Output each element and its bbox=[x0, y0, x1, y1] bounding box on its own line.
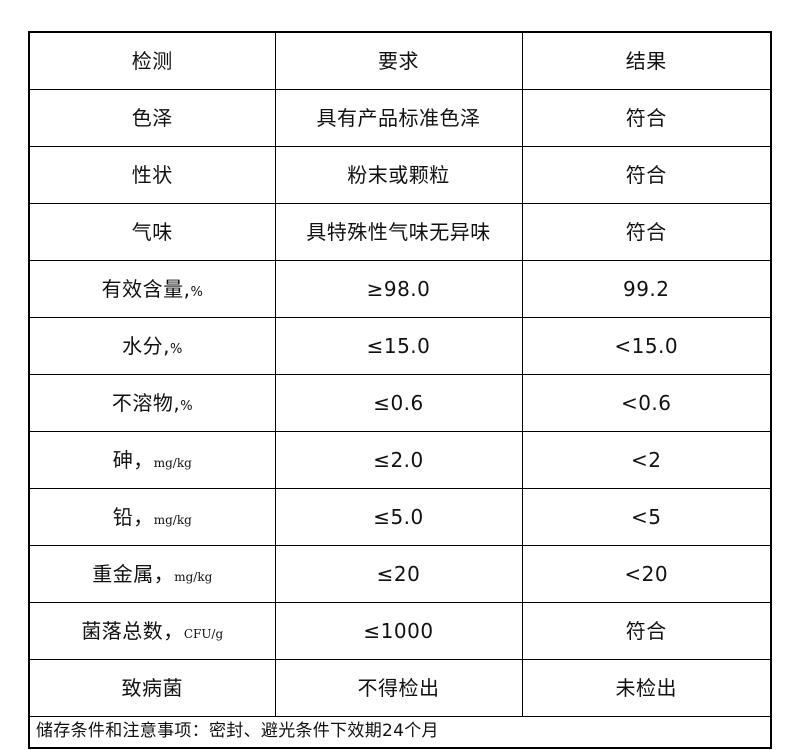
result-cell: <5 bbox=[521, 488, 772, 546]
storage-note-row: 储存条件和注意事项：密封、避光条件下效期24个月 bbox=[28, 716, 772, 749]
requirement-cell: 不得检出 bbox=[274, 659, 523, 717]
item-name-cell: 水分,% bbox=[28, 317, 276, 375]
result-cell: <15.0 bbox=[521, 317, 772, 375]
requirement-cell: ≤2.0 bbox=[274, 431, 523, 489]
item-label: 铅， bbox=[112, 504, 154, 529]
item-unit: CFU/g bbox=[183, 626, 224, 641]
item-name-cell: 性状 bbox=[28, 146, 276, 204]
item-label: 菌落总数， bbox=[81, 618, 184, 643]
table-row: 不溶物,% ≤0.6 <0.6 bbox=[28, 374, 772, 432]
table-header-row: 检测 要求 结果 bbox=[28, 31, 772, 90]
requirement-cell: ≤15.0 bbox=[274, 317, 523, 375]
result-cell: <2 bbox=[521, 431, 772, 489]
item-unit: mg/kg bbox=[153, 512, 192, 527]
item-name-cell: 有效含量,% bbox=[28, 260, 276, 318]
table-row: 砷，mg/kg ≤2.0 <2 bbox=[28, 431, 772, 489]
result-cell: <0.6 bbox=[521, 374, 772, 432]
column-header-2: 要求 bbox=[274, 31, 523, 90]
item-name-cell: 铅，mg/kg bbox=[28, 488, 276, 546]
requirement-cell: ≤5.0 bbox=[274, 488, 523, 546]
item-label: 有效含量, bbox=[101, 276, 191, 301]
requirement-cell: 粉末或颗粒 bbox=[274, 146, 523, 204]
table-row: 色泽 具有产品标准色泽 符合 bbox=[28, 89, 772, 147]
column-header-3: 结果 bbox=[521, 31, 772, 90]
item-name-cell: 砷，mg/kg bbox=[28, 431, 276, 489]
column-header-1: 检测 bbox=[28, 31, 276, 90]
requirement-cell: 具特殊性气味无异味 bbox=[274, 203, 523, 261]
item-unit: % bbox=[180, 398, 193, 414]
item-label: 重金属， bbox=[92, 561, 175, 586]
result-cell: 未检出 bbox=[521, 659, 772, 717]
requirement-cell: ≥98.0 bbox=[274, 260, 523, 318]
table-row: 致病菌 不得检出 未检出 bbox=[28, 659, 772, 717]
result-cell: <20 bbox=[521, 545, 772, 603]
table-row: 有效含量,% ≥98.0 99.2 bbox=[28, 260, 772, 318]
table-row: 铅，mg/kg ≤5.0 <5 bbox=[28, 488, 772, 546]
requirement-cell: ≤1000 bbox=[274, 602, 523, 660]
table-row: 重金属，mg/kg ≤20 <20 bbox=[28, 545, 772, 603]
result-cell: 符合 bbox=[521, 602, 772, 660]
item-unit: % bbox=[170, 341, 183, 357]
item-label: 色泽 bbox=[131, 105, 173, 130]
item-label: 性状 bbox=[131, 162, 173, 187]
item-label: 致病菌 bbox=[121, 675, 183, 700]
item-name-cell: 重金属，mg/kg bbox=[28, 545, 276, 603]
item-name-cell: 菌落总数，CFU/g bbox=[28, 602, 276, 660]
item-label: 砷， bbox=[112, 447, 154, 472]
result-cell: 99.2 bbox=[521, 260, 772, 318]
item-unit: % bbox=[190, 284, 203, 300]
item-label: 气味 bbox=[131, 219, 173, 244]
item-name-cell: 不溶物,% bbox=[28, 374, 276, 432]
item-label: 不溶物, bbox=[111, 390, 181, 415]
result-cell: 符合 bbox=[521, 146, 772, 204]
item-name-cell: 气味 bbox=[28, 203, 276, 261]
item-name-cell: 致病菌 bbox=[28, 659, 276, 717]
table-row: 气味 具特殊性气味无异味 符合 bbox=[28, 203, 772, 261]
item-unit: mg/kg bbox=[153, 455, 192, 470]
requirement-cell: 具有产品标准色泽 bbox=[274, 89, 523, 147]
table-row: 菌落总数，CFU/g ≤1000 符合 bbox=[28, 602, 772, 660]
table-row: 性状 粉末或颗粒 符合 bbox=[28, 146, 772, 204]
requirement-cell: ≤20 bbox=[274, 545, 523, 603]
specification-table: 检测 要求 结果 色泽 具有产品标准色泽 符合 性状 粉末或颗粒 符合 气味 具特殊性气味无异味 符合… bbox=[28, 31, 772, 749]
result-cell: 符合 bbox=[521, 89, 772, 147]
requirement-cell: ≤0.6 bbox=[274, 374, 523, 432]
item-label: 水分, bbox=[122, 333, 170, 358]
table-row: 水分,% ≤15.0 <15.0 bbox=[28, 317, 772, 375]
item-name-cell: 色泽 bbox=[28, 89, 276, 147]
result-cell: 符合 bbox=[521, 203, 772, 261]
item-unit: mg/kg bbox=[174, 569, 213, 584]
storage-note-cell: 储存条件和注意事项：密封、避光条件下效期24个月 bbox=[28, 716, 772, 749]
spec-table-container: 检测 要求 结果 色泽 具有产品标准色泽 符合 性状 粉末或颗粒 符合 气味 具特殊性气味无异味 符合… bbox=[28, 31, 772, 749]
